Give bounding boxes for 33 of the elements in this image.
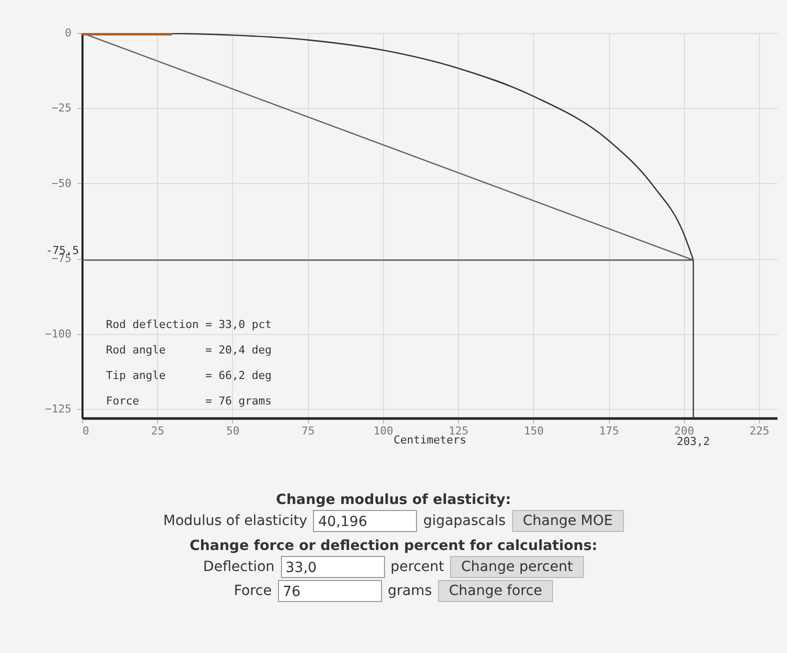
- text-field: 76: [278, 580, 382, 602]
- text: grams: [388, 583, 432, 599]
- button: Change force: [438, 580, 554, 602]
- x-tick-label: 75: [302, 424, 315, 438]
- x-tick-label: 100: [373, 424, 394, 438]
- y-tick-label: −100: [45, 327, 72, 340]
- button: Change percent: [450, 556, 584, 578]
- button: Change MOE: [512, 510, 624, 532]
- text: percent: [390, 559, 444, 575]
- y-tick-label: −125: [45, 402, 72, 416]
- text-field: 40,196: [313, 510, 418, 532]
- y-tick-label: 0: [64, 26, 72, 40]
- annotation: Force = 76 grams: [106, 394, 272, 408]
- text-field: 33,0: [280, 556, 385, 578]
- x-tick-label: 200: [674, 424, 694, 438]
- x-tick-label: 175: [599, 424, 619, 438]
- x-tick-label: 0: [82, 424, 90, 438]
- text: Force: [234, 583, 272, 599]
- annotation: Rod angle = 20,4 deg: [106, 344, 272, 356]
- annotation: Tip angle = 66,2 deg: [106, 369, 272, 382]
- text: Deflection: [203, 559, 275, 575]
- x-tick-label: 150: [524, 424, 544, 438]
- annotation: Rod deflection = 33,0 pct: [106, 318, 272, 331]
- text: Change force or deflection percent for calculations:: [188, 538, 598, 554]
- y-tick-label: −50: [52, 176, 72, 190]
- annotation: 203,2: [676, 435, 710, 448]
- text: Change modulus of elasticity:: [275, 492, 512, 508]
- y-tick-label: −25: [52, 102, 72, 115]
- x-tick-label: 225: [750, 424, 770, 438]
- text: gigapascals: [423, 513, 506, 529]
- x-tick-label: 50: [226, 424, 240, 438]
- text: Modulus of elasticity: [163, 513, 308, 529]
- x-tick-label: 25: [151, 424, 164, 438]
